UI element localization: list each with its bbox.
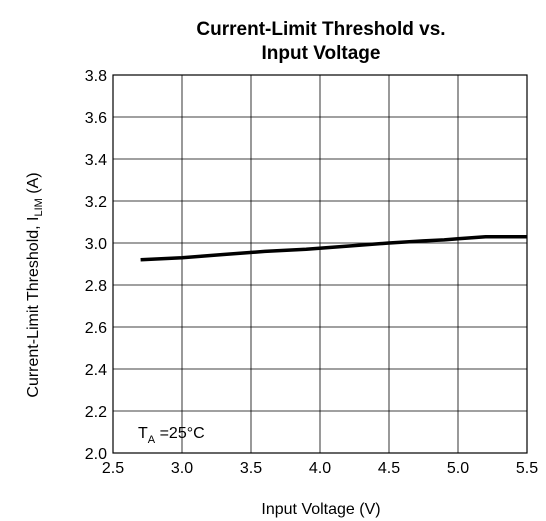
y-tick-label: 2.4: [85, 362, 107, 379]
grid-lines: [112, 74, 528, 454]
x-tick-label: 4.0: [309, 460, 331, 477]
x-tick-label: 4.5: [378, 460, 400, 477]
y-tick-label: 2.6: [85, 320, 107, 337]
y-tick-label: 3.0: [85, 236, 107, 253]
y-tick-label: 2.2: [85, 404, 107, 421]
x-tick-label: 3.5: [240, 460, 262, 477]
chart-title-line-1: Current-Limit Threshold vs.: [196, 19, 445, 40]
x-tick-label: 5.5: [516, 460, 538, 477]
tick-labels: 2.5 3.0 3.5 4.0 4.5 5.0 5.5 2.0 2.2 2.4 2.6 2.8 3.0 3…: [85, 68, 538, 477]
series-lines: [140, 234, 527, 262]
y-tick-label: 3.6: [85, 110, 107, 127]
y-tick-label: 2.8: [85, 278, 107, 295]
y-axis-label-unit: (A): [25, 172, 42, 198]
annotation-rest: =25°C: [155, 425, 205, 442]
x-tick-label: 3.0: [171, 460, 193, 477]
x-tick-label: 5.0: [447, 460, 469, 477]
temperature-annotation: TA =25°C: [138, 425, 205, 446]
annotation-main: T: [138, 425, 148, 442]
y-tick-label: 3.2: [85, 194, 107, 211]
y-axis-label: Current-Limit Threshold, ILIM (A): [25, 172, 45, 397]
y-tick-label: 3.8: [85, 68, 107, 85]
annotation-subscript: A: [148, 434, 156, 446]
x-axis-label: Input Voltage (V): [261, 501, 380, 518]
y-axis-label-subscript: LIM: [33, 198, 45, 216]
series-line: [140, 234, 527, 262]
x-tick-label: 2.5: [102, 460, 124, 477]
y-tick-label: 2.0: [85, 446, 107, 463]
plot-frame: [112, 74, 528, 454]
chart-title-line-2: Input Voltage: [262, 43, 381, 64]
y-tick-label: 3.4: [85, 152, 107, 169]
y-axis-label-main: Current-Limit Threshold, I: [25, 217, 42, 398]
